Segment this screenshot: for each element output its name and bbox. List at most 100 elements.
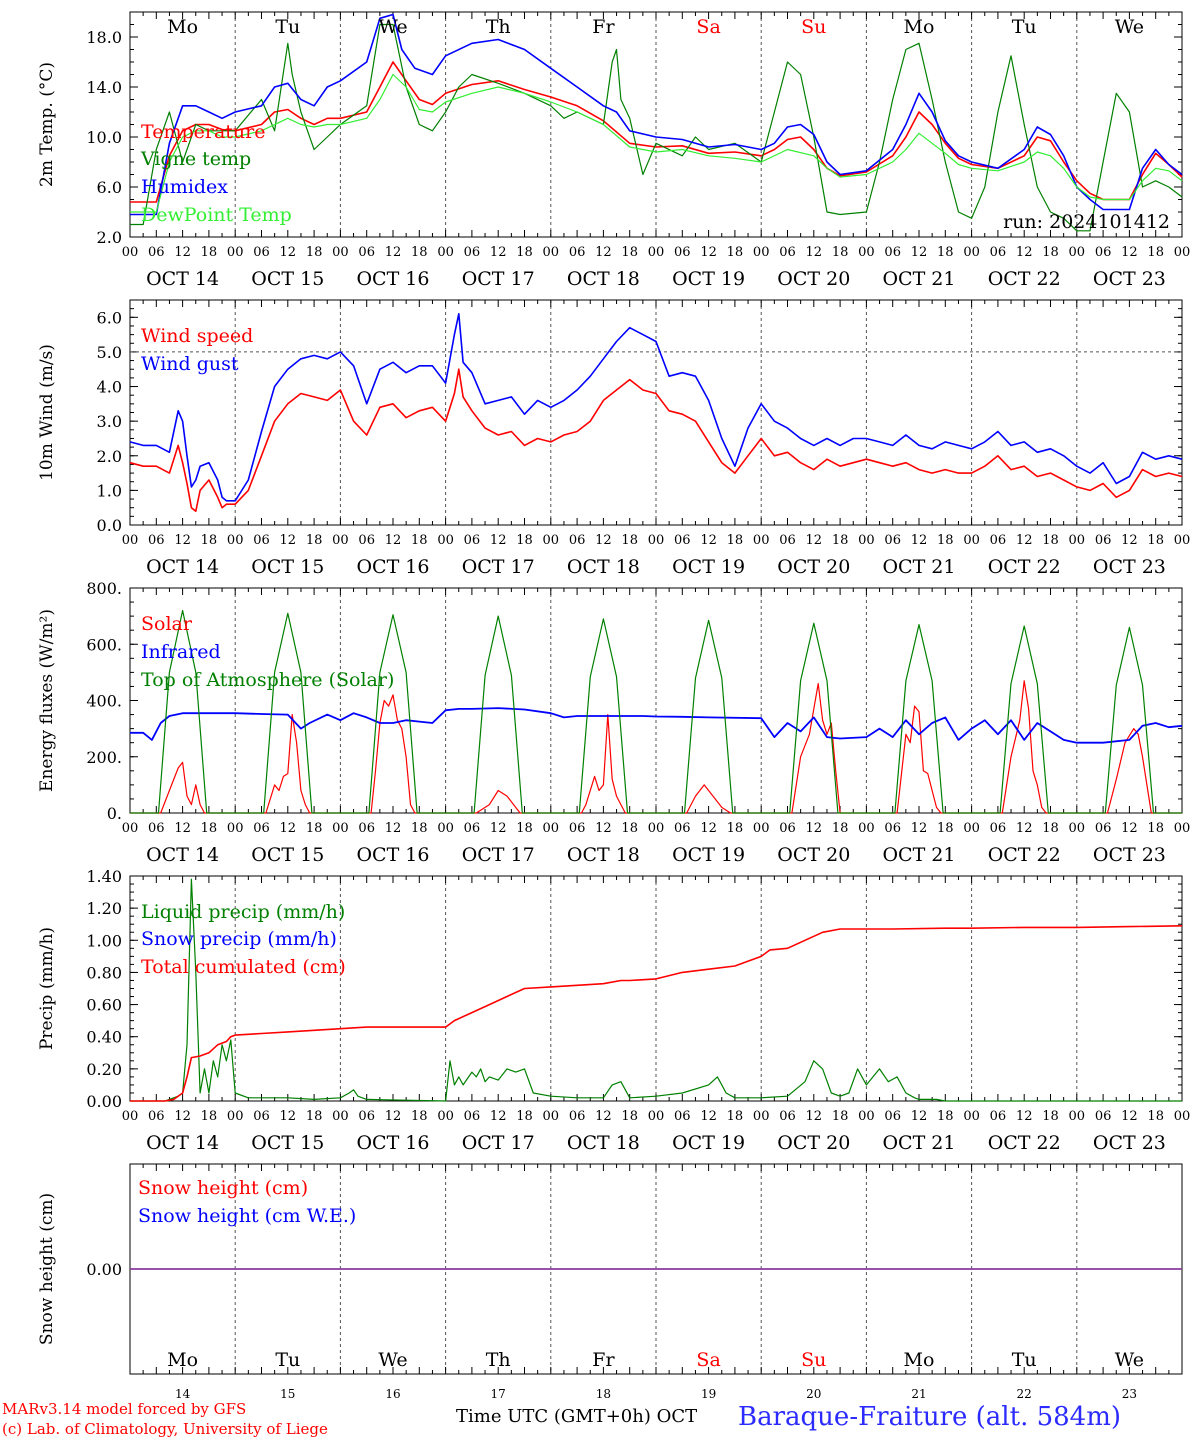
panel1-hour-label: 12 xyxy=(806,245,823,260)
panel1-hour-label: 00 xyxy=(122,245,139,260)
panel4-legend-item: Liquid precip (mm/h) xyxy=(141,901,345,923)
panel1-hour-label: 00 xyxy=(1069,245,1086,260)
panel1-series-vigne-temp xyxy=(130,23,1183,232)
panel1-date-label: OCT 21 xyxy=(882,268,955,290)
day-number-label: 19 xyxy=(701,1387,716,1401)
weekday-label-bottom: Tu xyxy=(1012,1349,1037,1371)
panel4-series-total-cumulated-cm- xyxy=(130,925,1183,1102)
panel3-hour-label: 18 xyxy=(516,821,533,836)
panel4-ytick-label: 0.00 xyxy=(86,1092,122,1111)
panel3-hour-label: 12 xyxy=(174,821,191,836)
day-number-label: 18 xyxy=(596,1387,611,1401)
panel4-date-label: OCT 16 xyxy=(356,1132,429,1154)
panel4-ylabel: Precip (mm/h) xyxy=(37,927,57,1050)
panel1-hour-label: 00 xyxy=(963,245,980,260)
panel3-ytick-label: 0. xyxy=(107,804,122,823)
panel1-hour-label: 06 xyxy=(884,245,901,260)
panel2-hour-label: 12 xyxy=(385,533,402,548)
panel4-date-label: OCT 18 xyxy=(567,1132,640,1154)
panel4-hour-label: 06 xyxy=(253,1109,270,1124)
panel3-date-label: OCT 16 xyxy=(356,844,429,866)
weekday-label: Sa xyxy=(696,16,720,38)
panel2-hour-label: 18 xyxy=(201,533,218,548)
panel4-hour-label: 12 xyxy=(280,1109,297,1124)
panel2-date-label: OCT 22 xyxy=(988,556,1061,578)
panel1-hour-label: 00 xyxy=(753,245,770,260)
panel1-hour-label: 12 xyxy=(490,245,507,260)
panel2-date-label: OCT 21 xyxy=(882,556,955,578)
panel4-legend-item: Snow precip (mm/h) xyxy=(141,928,337,950)
panel2-hour-label: 00 xyxy=(437,533,454,548)
panel2-hour-label: 00 xyxy=(753,533,770,548)
weekday-label-bottom: Su xyxy=(801,1349,826,1371)
panel1-ytick-label: 2.0 xyxy=(97,228,122,247)
copyright-credit: (c) Lab. of Climatology, University of L… xyxy=(2,1420,328,1438)
panel2-hour-label: 06 xyxy=(358,533,375,548)
panel4-hour-label: 18 xyxy=(727,1109,744,1124)
panel2-hour-label: 00 xyxy=(1069,533,1086,548)
panel2-frame xyxy=(129,299,1183,526)
model-credit: MARv3.14 model forced by GFS xyxy=(2,1400,247,1418)
panel4-hour-label: 06 xyxy=(148,1109,165,1124)
day-number-label: 21 xyxy=(911,1387,926,1401)
panel5-ytick-label: 0.00 xyxy=(86,1260,122,1279)
panel3-hour-label: 18 xyxy=(306,821,323,836)
panel3-hour-label: 06 xyxy=(253,821,270,836)
panel1-series-humidex xyxy=(130,13,1183,216)
panel4-date-label: OCT 23 xyxy=(1093,1132,1166,1154)
panel1-legend-item: Temperature xyxy=(141,121,265,143)
panel4-hour-label: 12 xyxy=(1121,1109,1138,1124)
panel1-hour-label: 18 xyxy=(727,245,744,260)
panel1-hour-label: 00 xyxy=(858,245,875,260)
panel2-hour-label: 12 xyxy=(490,533,507,548)
panel3-hour-label: 12 xyxy=(490,821,507,836)
panel4-hour-label: 00 xyxy=(332,1109,349,1124)
weekday-label-bottom: Tu xyxy=(275,1349,300,1371)
panel4-hour-label: 06 xyxy=(464,1109,481,1124)
panel3-hour-label: 18 xyxy=(832,821,849,836)
panel3-hour-label: 06 xyxy=(990,821,1007,836)
panel4-hour-label: 18 xyxy=(1147,1109,1164,1124)
panel2-hour-label: 12 xyxy=(806,533,823,548)
panel2-hour-label: 12 xyxy=(280,533,297,548)
panel2-hour-label: 00 xyxy=(1174,533,1191,548)
panel2-hour-label: 00 xyxy=(648,533,665,548)
panel1-hour-label: 18 xyxy=(937,245,954,260)
panel1-hour-label: 00 xyxy=(332,245,349,260)
panel4-hour-label: 00 xyxy=(122,1109,139,1124)
weekday-label-bottom: We xyxy=(378,1349,407,1371)
panel2-hour-label: 06 xyxy=(884,533,901,548)
panel1-hour-label: 00 xyxy=(437,245,454,260)
panel3-ytick-label: 400. xyxy=(86,692,122,711)
panel4-hour-label: 12 xyxy=(911,1109,928,1124)
panel1-legend-item: Humidex xyxy=(141,176,228,198)
weekday-label: Fr xyxy=(592,16,615,38)
panel1-hour-label: 06 xyxy=(1095,245,1112,260)
panel4-date-label: OCT 14 xyxy=(146,1132,219,1154)
weekday-label: Th xyxy=(486,16,511,38)
panel2-hour-label: 06 xyxy=(779,533,796,548)
panel3-hour-label: 00 xyxy=(437,821,454,836)
panel3-ylabel: Energy fluxes (W/m²) xyxy=(37,609,57,792)
panel3-hour-label: 18 xyxy=(1147,821,1164,836)
day-number-label: 14 xyxy=(175,1387,191,1401)
panel1-date-label: OCT 22 xyxy=(988,268,1061,290)
panel3-hour-label: 00 xyxy=(332,821,349,836)
panel4-hour-label: 00 xyxy=(1174,1109,1191,1124)
panel3-ytick-label: 600. xyxy=(86,635,122,654)
panel4-ytick-label: 0.40 xyxy=(86,1028,122,1047)
panel4-hour-label: 00 xyxy=(963,1109,980,1124)
panel4-date-label: OCT 22 xyxy=(988,1132,1061,1154)
panel3-legend-item: Solar xyxy=(141,613,193,635)
panel3-hour-label: 12 xyxy=(700,821,717,836)
panel1-hour-label: 06 xyxy=(674,245,691,260)
panel5-ylabel: Snow height (cm) xyxy=(37,1193,57,1345)
panel2-ytick-label: 2.0 xyxy=(97,447,122,466)
panel1-series-temperature xyxy=(130,61,1183,203)
panel1-hour-label: 12 xyxy=(385,245,402,260)
panel3-hour-label: 06 xyxy=(779,821,796,836)
panel4-date-label: OCT 17 xyxy=(462,1132,535,1154)
panel3-hour-label: 06 xyxy=(674,821,691,836)
panel4-hour-label: 06 xyxy=(1095,1109,1112,1124)
panel3-hour-label: 12 xyxy=(280,821,297,836)
